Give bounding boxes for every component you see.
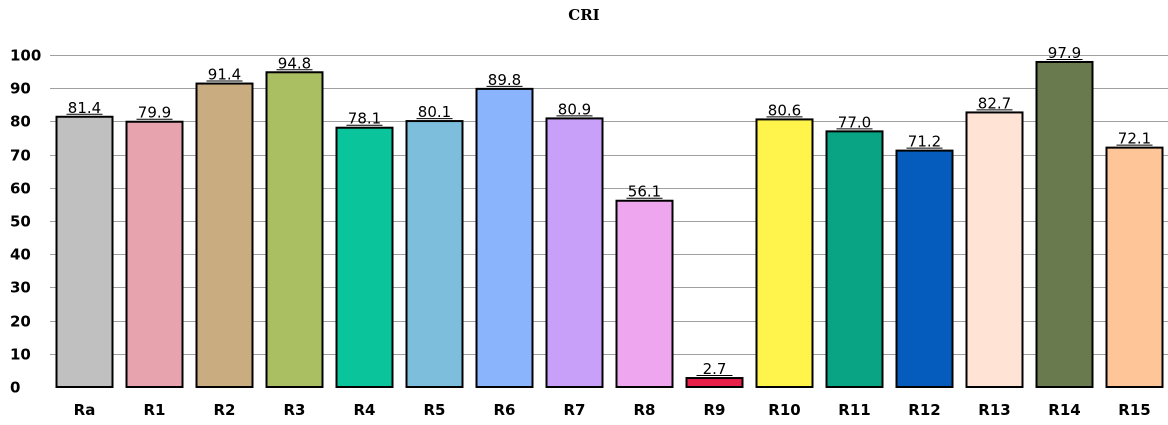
bar <box>965 111 1024 388</box>
y-tick-label: 90 <box>10 80 31 98</box>
category-label: R5 <box>424 401 446 419</box>
category-label: R8 <box>634 401 656 419</box>
category-label: R11 <box>838 401 870 419</box>
y-tick-label: 50 <box>10 213 31 231</box>
value-label: 81.4 <box>68 99 101 117</box>
value-labels: 81.4 79.9 91.4 94.8 78.1 80.1 89.8 80.9 56.1 2.7 8… <box>66 44 1153 378</box>
y-tick-label: 70 <box>10 147 31 165</box>
value-label: 91.4 <box>208 66 241 84</box>
category-label: R13 <box>978 401 1010 419</box>
value-label: 89.8 <box>488 71 521 89</box>
category-label: R3 <box>284 401 306 419</box>
y-tick-label: 10 <box>10 346 31 364</box>
category-label: R4 <box>354 401 376 419</box>
value-label: 77.0 <box>838 113 871 131</box>
value-label: 79.9 <box>138 104 171 122</box>
bar <box>475 87 534 388</box>
category-label: R14 <box>1048 401 1080 419</box>
category-label: R1 <box>144 401 166 419</box>
value-label: 78.1 <box>348 110 381 128</box>
bar <box>55 115 114 388</box>
category-labels: Ra R1 R2 R3 R4 R5 R6 R7 R8 R9 R10 R11 R12 R13 R14 R15 <box>74 401 1151 419</box>
bar <box>615 199 674 388</box>
bar <box>195 82 254 388</box>
bar <box>405 120 464 389</box>
bar <box>1035 60 1094 389</box>
bar <box>545 117 604 389</box>
bar <box>125 120 184 389</box>
y-tick-label: 20 <box>10 313 31 331</box>
bar <box>335 126 394 388</box>
category-label: R2 <box>214 401 236 419</box>
y-tick-label: 40 <box>10 246 31 264</box>
category-label: Ra <box>74 401 96 419</box>
value-label: 72.1 <box>1118 130 1151 148</box>
value-label: 94.8 <box>278 54 311 72</box>
y-tick-label: 100 <box>10 47 41 65</box>
value-label: 80.6 <box>768 101 801 119</box>
bar <box>825 130 884 388</box>
category-label: R6 <box>494 401 516 419</box>
chart-title: CRI <box>568 6 600 24</box>
category-label: R9 <box>704 401 726 419</box>
bar <box>895 149 954 388</box>
value-label: 56.1 <box>628 183 661 201</box>
value-label: 2.7 <box>703 360 727 378</box>
bar <box>685 377 744 389</box>
y-tick-label: 30 <box>10 279 31 297</box>
value-label: 71.2 <box>908 133 941 151</box>
category-label: R12 <box>908 401 940 419</box>
value-label: 80.1 <box>418 103 451 121</box>
bar <box>1105 146 1164 388</box>
bar <box>265 71 324 388</box>
bar <box>755 118 814 389</box>
y-axis-ticks: 0 10 20 30 40 50 60 70 80 90 100 <box>10 47 41 397</box>
category-label: R15 <box>1118 401 1150 419</box>
y-tick-label: 80 <box>10 113 31 131</box>
y-tick-label: 0 <box>10 379 20 397</box>
value-label: 80.9 <box>558 100 591 118</box>
y-tick-label: 60 <box>10 180 31 198</box>
value-label: 97.9 <box>1048 44 1081 62</box>
category-label: R10 <box>768 401 800 419</box>
bars <box>55 60 1164 389</box>
category-label: R7 <box>564 401 586 419</box>
value-label: 82.7 <box>978 94 1011 112</box>
